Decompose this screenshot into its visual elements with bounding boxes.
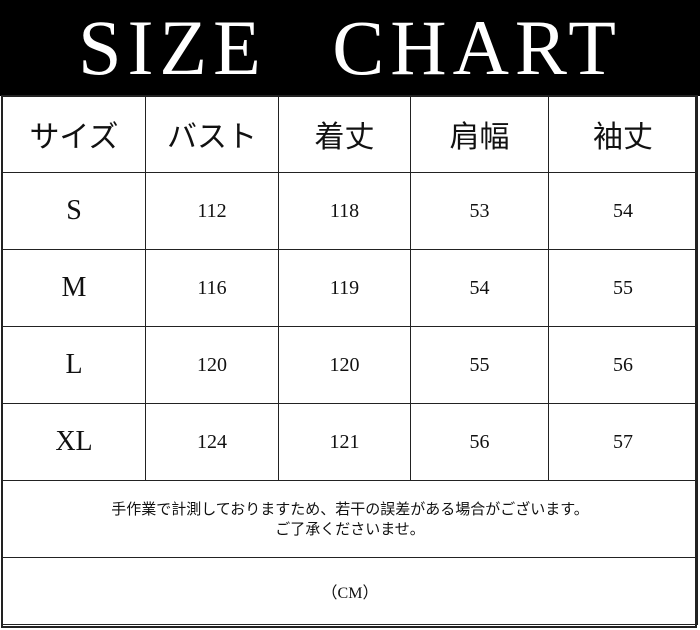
sleeve-cell: 56 <box>548 326 698 404</box>
title-banner: SIZE CHART <box>0 0 700 96</box>
note-line-1: 手作業で計測しておりますため、若干の誤差がある場合がございます。 <box>111 500 589 518</box>
sleeve-cell: 57 <box>548 403 698 481</box>
sleeve-cell: 54 <box>548 172 698 250</box>
header-bust: バスト <box>145 95 279 173</box>
length-cell: 121 <box>278 403 411 481</box>
table-row: S 112 118 53 54 <box>2 172 698 250</box>
table-row: XL 124 121 56 57 <box>2 403 698 481</box>
title: SIZE CHART <box>78 4 622 91</box>
shoulder-cell: 54 <box>410 249 549 327</box>
shoulder-cell: 56 <box>410 403 549 481</box>
note-cell: 手作業で計測しておりますため、若干の誤差がある場合がございます。 ご了承ください… <box>2 480 698 558</box>
length-cell: 119 <box>278 249 411 327</box>
size-table: サイズ バスト 着丈 肩幅 袖丈 S 112 118 53 54 M 116 1… <box>2 95 698 625</box>
size-cell: L <box>2 326 146 404</box>
bust-cell: 112 <box>145 172 279 250</box>
length-cell: 120 <box>278 326 411 404</box>
unit-label: （CM） <box>2 557 698 625</box>
shoulder-cell: 53 <box>410 172 549 250</box>
note-row: 手作業で計測しておりますため、若干の誤差がある場合がございます。 ご了承ください… <box>2 480 698 558</box>
size-cell: S <box>2 172 146 250</box>
size-cell: M <box>2 249 146 327</box>
unit-row: （CM） <box>2 557 698 625</box>
bust-cell: 124 <box>145 403 279 481</box>
header-length: 着丈 <box>278 95 411 173</box>
sleeve-cell: 55 <box>548 249 698 327</box>
header-shoulder: 肩幅 <box>410 95 549 173</box>
size-cell: XL <box>2 403 146 481</box>
table-row: L 120 120 55 56 <box>2 326 698 404</box>
shoulder-cell: 55 <box>410 326 549 404</box>
header-sleeve: 袖丈 <box>548 95 698 173</box>
header-row: サイズ バスト 着丈 肩幅 袖丈 <box>2 95 698 173</box>
table-row: M 116 119 54 55 <box>2 249 698 327</box>
header-size: サイズ <box>2 95 146 173</box>
bust-cell: 116 <box>145 249 279 327</box>
length-cell: 118 <box>278 172 411 250</box>
note-line-2: ご了承くださいませ。 <box>275 520 425 538</box>
bust-cell: 120 <box>145 326 279 404</box>
